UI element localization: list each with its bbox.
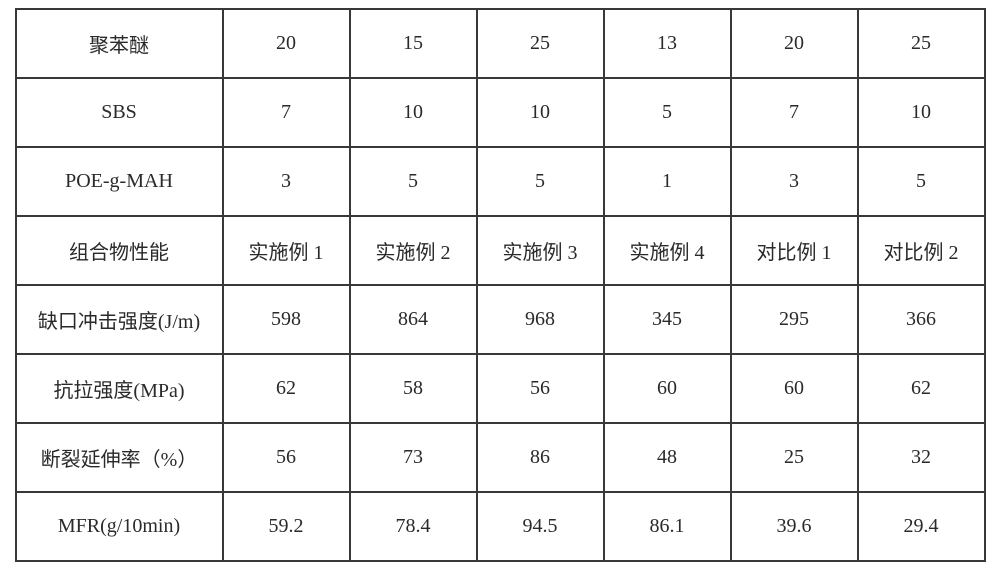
table-row: 抗拉强度(MPa) 62 58 56 60 60 62 (16, 354, 985, 423)
cell: 7 (731, 78, 858, 147)
table-row: 组合物性能 实施例 1 实施例 2 实施例 3 实施例 4 对比例 1 对比例 … (16, 216, 985, 285)
table-row: POE-g-MAH 3 5 5 1 3 5 (16, 147, 985, 216)
row-label: 聚苯醚 (16, 9, 223, 78)
row-label: 断裂延伸率（%） (16, 423, 223, 492)
cell: 5 (477, 147, 604, 216)
cell: 598 (223, 285, 350, 354)
data-table: 聚苯醚 20 15 25 13 20 25 SBS 7 10 10 5 7 10… (15, 8, 986, 562)
table-row: MFR(g/10min) 59.2 78.4 94.5 86.1 39.6 29… (16, 492, 985, 561)
cell: 25 (731, 423, 858, 492)
cell: 968 (477, 285, 604, 354)
cell: 7 (223, 78, 350, 147)
cell: 56 (477, 354, 604, 423)
cell: 实施例 3 (477, 216, 604, 285)
cell: 20 (223, 9, 350, 78)
row-label: 组合物性能 (16, 216, 223, 285)
cell: 59.2 (223, 492, 350, 561)
cell: 实施例 2 (350, 216, 477, 285)
row-label: 抗拉强度(MPa) (16, 354, 223, 423)
cell: 86 (477, 423, 604, 492)
cell: 20 (731, 9, 858, 78)
cell: 5 (858, 147, 985, 216)
table-row: 聚苯醚 20 15 25 13 20 25 (16, 9, 985, 78)
cell: 60 (731, 354, 858, 423)
cell: 10 (350, 78, 477, 147)
cell: 864 (350, 285, 477, 354)
cell: 78.4 (350, 492, 477, 561)
table-row: SBS 7 10 10 5 7 10 (16, 78, 985, 147)
cell: 32 (858, 423, 985, 492)
row-label: SBS (16, 78, 223, 147)
table-body: 聚苯醚 20 15 25 13 20 25 SBS 7 10 10 5 7 10… (16, 9, 985, 561)
cell: 实施例 4 (604, 216, 731, 285)
cell: 58 (350, 354, 477, 423)
cell: 13 (604, 9, 731, 78)
cell: 94.5 (477, 492, 604, 561)
cell: 对比例 2 (858, 216, 985, 285)
cell: 10 (477, 78, 604, 147)
cell: 48 (604, 423, 731, 492)
row-label: MFR(g/10min) (16, 492, 223, 561)
table-row: 断裂延伸率（%） 56 73 86 48 25 32 (16, 423, 985, 492)
cell: 5 (350, 147, 477, 216)
cell: 39.6 (731, 492, 858, 561)
cell: 10 (858, 78, 985, 147)
cell: 62 (223, 354, 350, 423)
cell: 56 (223, 423, 350, 492)
row-label: POE-g-MAH (16, 147, 223, 216)
cell: 1 (604, 147, 731, 216)
cell: 对比例 1 (731, 216, 858, 285)
cell: 62 (858, 354, 985, 423)
cell: 29.4 (858, 492, 985, 561)
cell: 345 (604, 285, 731, 354)
table-row: 缺口冲击强度(J/m) 598 864 968 345 295 366 (16, 285, 985, 354)
cell: 3 (223, 147, 350, 216)
cell: 实施例 1 (223, 216, 350, 285)
row-label: 缺口冲击强度(J/m) (16, 285, 223, 354)
cell: 366 (858, 285, 985, 354)
cell: 25 (858, 9, 985, 78)
cell: 60 (604, 354, 731, 423)
cell: 3 (731, 147, 858, 216)
cell: 25 (477, 9, 604, 78)
cell: 15 (350, 9, 477, 78)
cell: 73 (350, 423, 477, 492)
cell: 86.1 (604, 492, 731, 561)
cell: 5 (604, 78, 731, 147)
cell: 295 (731, 285, 858, 354)
